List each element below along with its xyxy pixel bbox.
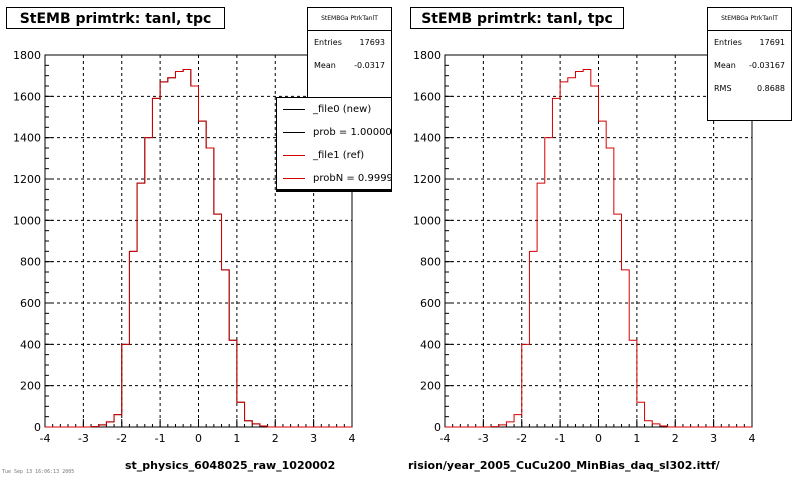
right-stats-name: StEMBGa PtrkTanlT: [708, 8, 791, 31]
right-y-tick-label: 1200: [413, 173, 441, 186]
right-x-tick-label: 1: [633, 432, 640, 445]
left-stats-entries-value: 17693: [359, 38, 385, 47]
right-stats-entries-label: Entries: [714, 38, 742, 47]
left-x-tick-label: 0: [195, 432, 202, 445]
left-y-tick-label: 1600: [13, 90, 41, 103]
right-y-tick-label: 1000: [413, 214, 441, 227]
left-x-tick-label: 2: [272, 432, 279, 445]
legend-entry: _file0 (new): [277, 98, 391, 121]
left-y-tick-label: 1000: [13, 214, 41, 227]
left-stats-mean-row: Mean -0.0317: [308, 54, 391, 77]
right-stats-rms-row: RMS 0.8688: [708, 77, 791, 100]
right-y-tick-label: 1800: [413, 49, 441, 62]
right-y-tick-label: 800: [420, 256, 441, 269]
right-y-tick-label: 1600: [413, 90, 441, 103]
legend-swatch: [283, 178, 305, 179]
left-stats-mean-label: Mean: [314, 61, 336, 70]
legend-entry: _file1 (ref): [277, 144, 391, 167]
legend-entry: probN = 0.999963: [277, 167, 392, 189]
legend-entry-label: _file1 (ref): [313, 150, 365, 161]
left-stats-entries-label: Entries: [314, 38, 342, 47]
right-histogram-series-0: [445, 68, 752, 428]
right-y-tick-label: 600: [420, 297, 441, 310]
legend-entry: prob = 1.000000: [277, 121, 391, 144]
right-y-tick-label: 400: [420, 338, 441, 351]
right-x-tick-label: -4: [440, 432, 451, 445]
left-x-tick-label: 4: [349, 432, 356, 445]
right-stats-entries-row: Entries 17691: [708, 31, 791, 54]
left-stats-mean-value: -0.0317: [354, 61, 385, 70]
left-y-tick-label: 1200: [13, 173, 41, 186]
right-stats-mean-value: -0.03167: [749, 61, 785, 70]
right-x-tick-label: 4: [749, 432, 756, 445]
left-x-tick-label: 1: [233, 432, 240, 445]
right-x-tick-label: 0: [595, 432, 602, 445]
legend-entry-label: _file0 (new): [313, 104, 372, 115]
left-y-tick-label: 1400: [13, 132, 41, 145]
left-y-tick-label: 600: [20, 297, 41, 310]
left-x-tick-label: -1: [155, 432, 166, 445]
left-stats-box: StEMBGa PtrkTanlT Entries 17693 Mean -0.…: [307, 7, 392, 98]
left-histogram-series-1: [45, 68, 352, 428]
right-stats-rms-label: RMS: [714, 84, 732, 93]
right-stats-rms-value: 0.8688: [757, 84, 785, 93]
left-y-tick-label: 200: [20, 380, 41, 393]
right-stats-entries-value: 17691: [759, 38, 785, 47]
legend: _file0 (new) prob = 1.000000 _file1 (ref…: [276, 97, 392, 192]
left-y-tick-label: 400: [20, 338, 41, 351]
right-y-tick-label: 1400: [413, 132, 441, 145]
legend-entry-label: prob = 1.000000: [313, 127, 392, 138]
right-y-tick-label: 0: [434, 421, 441, 434]
legend-entry-label: probN = 0.999963: [313, 173, 392, 184]
left-x-tick-label: 3: [310, 432, 317, 445]
left-x-tick-label: -3: [78, 432, 89, 445]
left-y-tick-label: 800: [20, 256, 41, 269]
right-x-tick-label: -2: [516, 432, 527, 445]
legend-swatch: [283, 109, 305, 110]
left-stats-entries-row: Entries 17693: [308, 31, 391, 54]
legend-swatch: [283, 132, 305, 133]
right-x-tick-label: 3: [710, 432, 717, 445]
right-stats-mean-label: Mean: [714, 61, 736, 70]
left-x-axis-label: st_physics_6048025_raw_1020002: [125, 459, 336, 472]
right-chart-title: StEMB primtrk: tanl, tpc: [410, 7, 624, 29]
right-x-tick-label: 2: [672, 432, 679, 445]
legend-swatch: [283, 155, 305, 156]
right-y-tick-label: 200: [420, 380, 441, 393]
left-stats-name: StEMBGa PtrkTanlT: [308, 8, 391, 31]
timestamp-text: Tue Sep 13 16:06:13 2005: [2, 469, 75, 475]
left-y-tick-label: 1800: [13, 49, 41, 62]
right-x-tick-label: -1: [555, 432, 566, 445]
left-chart-title: StEMB primtrk: tanl, tpc: [6, 7, 225, 29]
right-x-axis-label: rision/year_2005_CuCu200_MinBias_daq_sl3…: [408, 459, 720, 472]
left-x-tick-label: -4: [40, 432, 51, 445]
right-stats-mean-row: Mean -0.03167: [708, 54, 791, 77]
left-x-tick-label: -2: [116, 432, 127, 445]
right-stats-box: StEMBGa PtrkTanlT Entries 17691 Mean -0.…: [707, 7, 792, 121]
left-y-tick-label: 0: [34, 421, 41, 434]
right-x-tick-label: -3: [478, 432, 489, 445]
